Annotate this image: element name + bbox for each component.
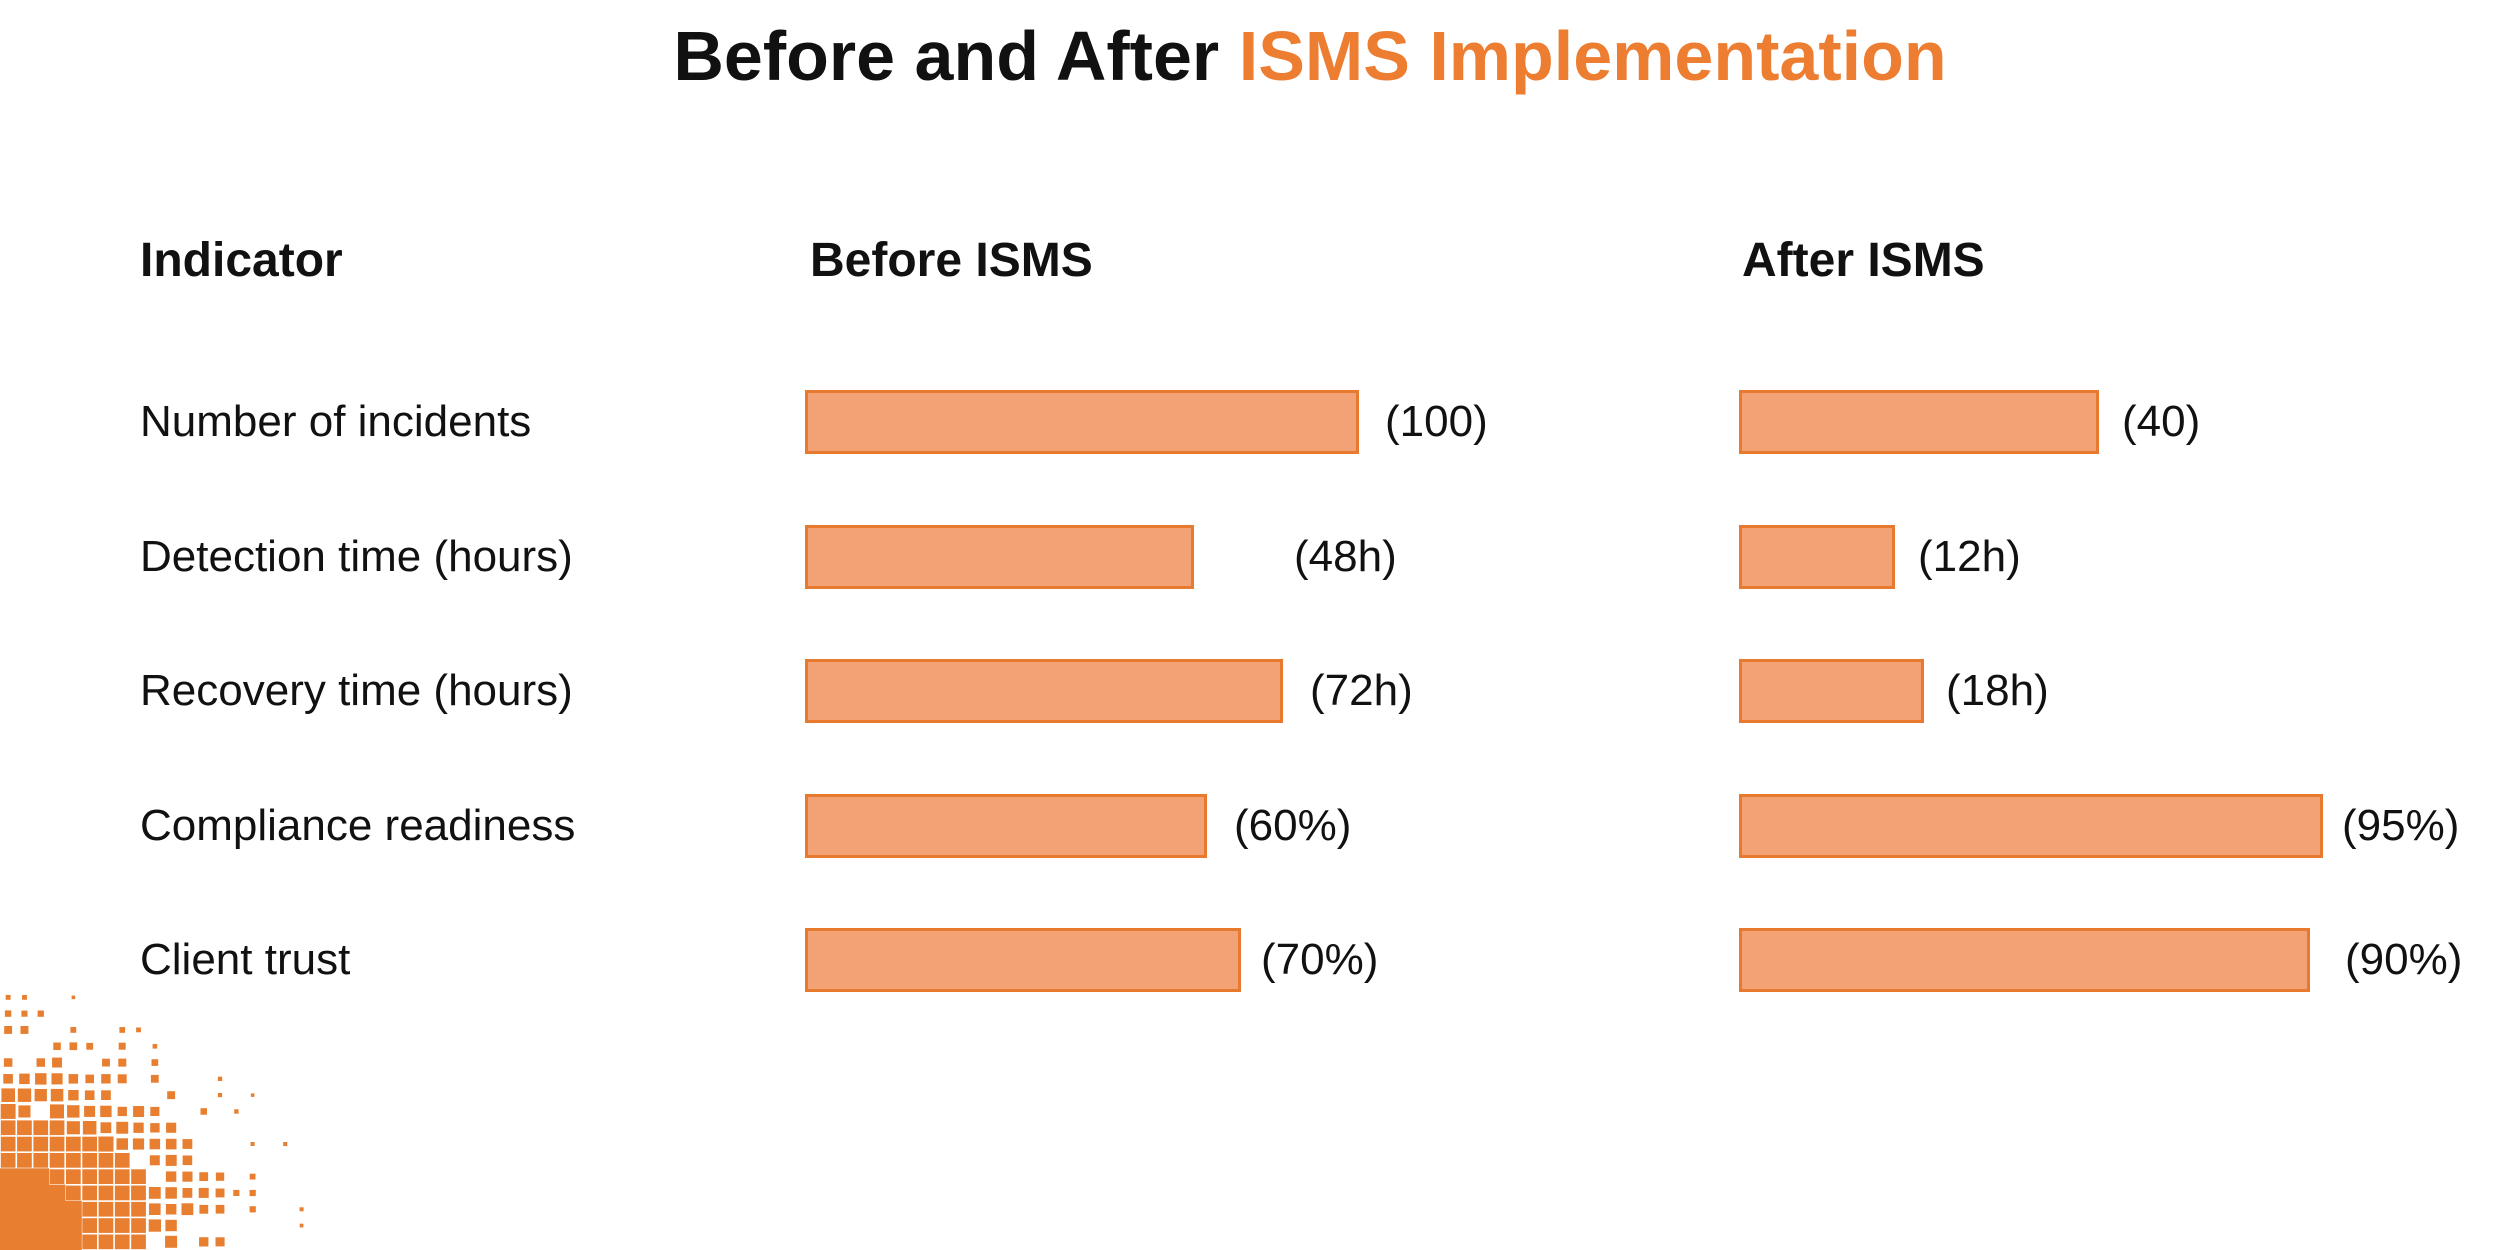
before-bar: [805, 525, 1194, 589]
after-value-label: (18h): [1946, 666, 2049, 715]
before-bar: [805, 794, 1207, 858]
after-bar: [1739, 794, 2323, 858]
after-bar: [1739, 390, 2099, 454]
pixel-mosaic-decoration: [0, 994, 304, 1250]
row-label: Detection time (hours): [140, 532, 573, 581]
before-bar: [805, 659, 1283, 723]
after-bar: [1739, 525, 1895, 589]
after-bar: [1739, 659, 1924, 723]
row-label: Compliance readiness: [140, 801, 576, 850]
table-row: Detection time (hours) (48h) (12h): [0, 525, 2500, 589]
column-header-after-isms: After ISMS: [1742, 234, 1985, 287]
column-header-indicator: Indicator: [140, 234, 343, 287]
table-row: Client trust (70%) (90%): [0, 928, 2500, 992]
row-label: Recovery time (hours): [140, 666, 573, 715]
after-bar: [1739, 928, 2310, 992]
before-bar: [805, 928, 1241, 992]
before-bar: [805, 390, 1359, 454]
column-header-before-isms: Before ISMS: [810, 234, 1093, 287]
table-row: Number of incidents (100) (40): [0, 390, 2500, 454]
row-label: Number of incidents: [140, 397, 532, 446]
after-value-label: (40): [2122, 397, 2201, 446]
before-value-label: (70%): [1261, 935, 1379, 984]
table-row: Recovery time (hours) (72h) (18h): [0, 659, 2500, 723]
after-value-label: (12h): [1918, 532, 2021, 581]
table-row: Compliance readiness (60%) (95%): [0, 794, 2500, 858]
row-label: Client trust: [140, 935, 351, 984]
before-value-label: (48h): [1294, 532, 1397, 581]
title-plain-text: Before and After: [673, 17, 1220, 95]
before-value-label: (60%): [1234, 801, 1352, 850]
after-value-label: (95%): [2342, 801, 2460, 850]
before-value-label: (100): [1385, 397, 1488, 446]
title-accent-text: ISMS Implementation: [1238, 17, 1947, 95]
after-value-label: (90%): [2345, 935, 2463, 984]
chart-title: Before and After ISMS Implementation: [60, 16, 2500, 96]
before-value-label: (72h): [1310, 666, 1413, 715]
